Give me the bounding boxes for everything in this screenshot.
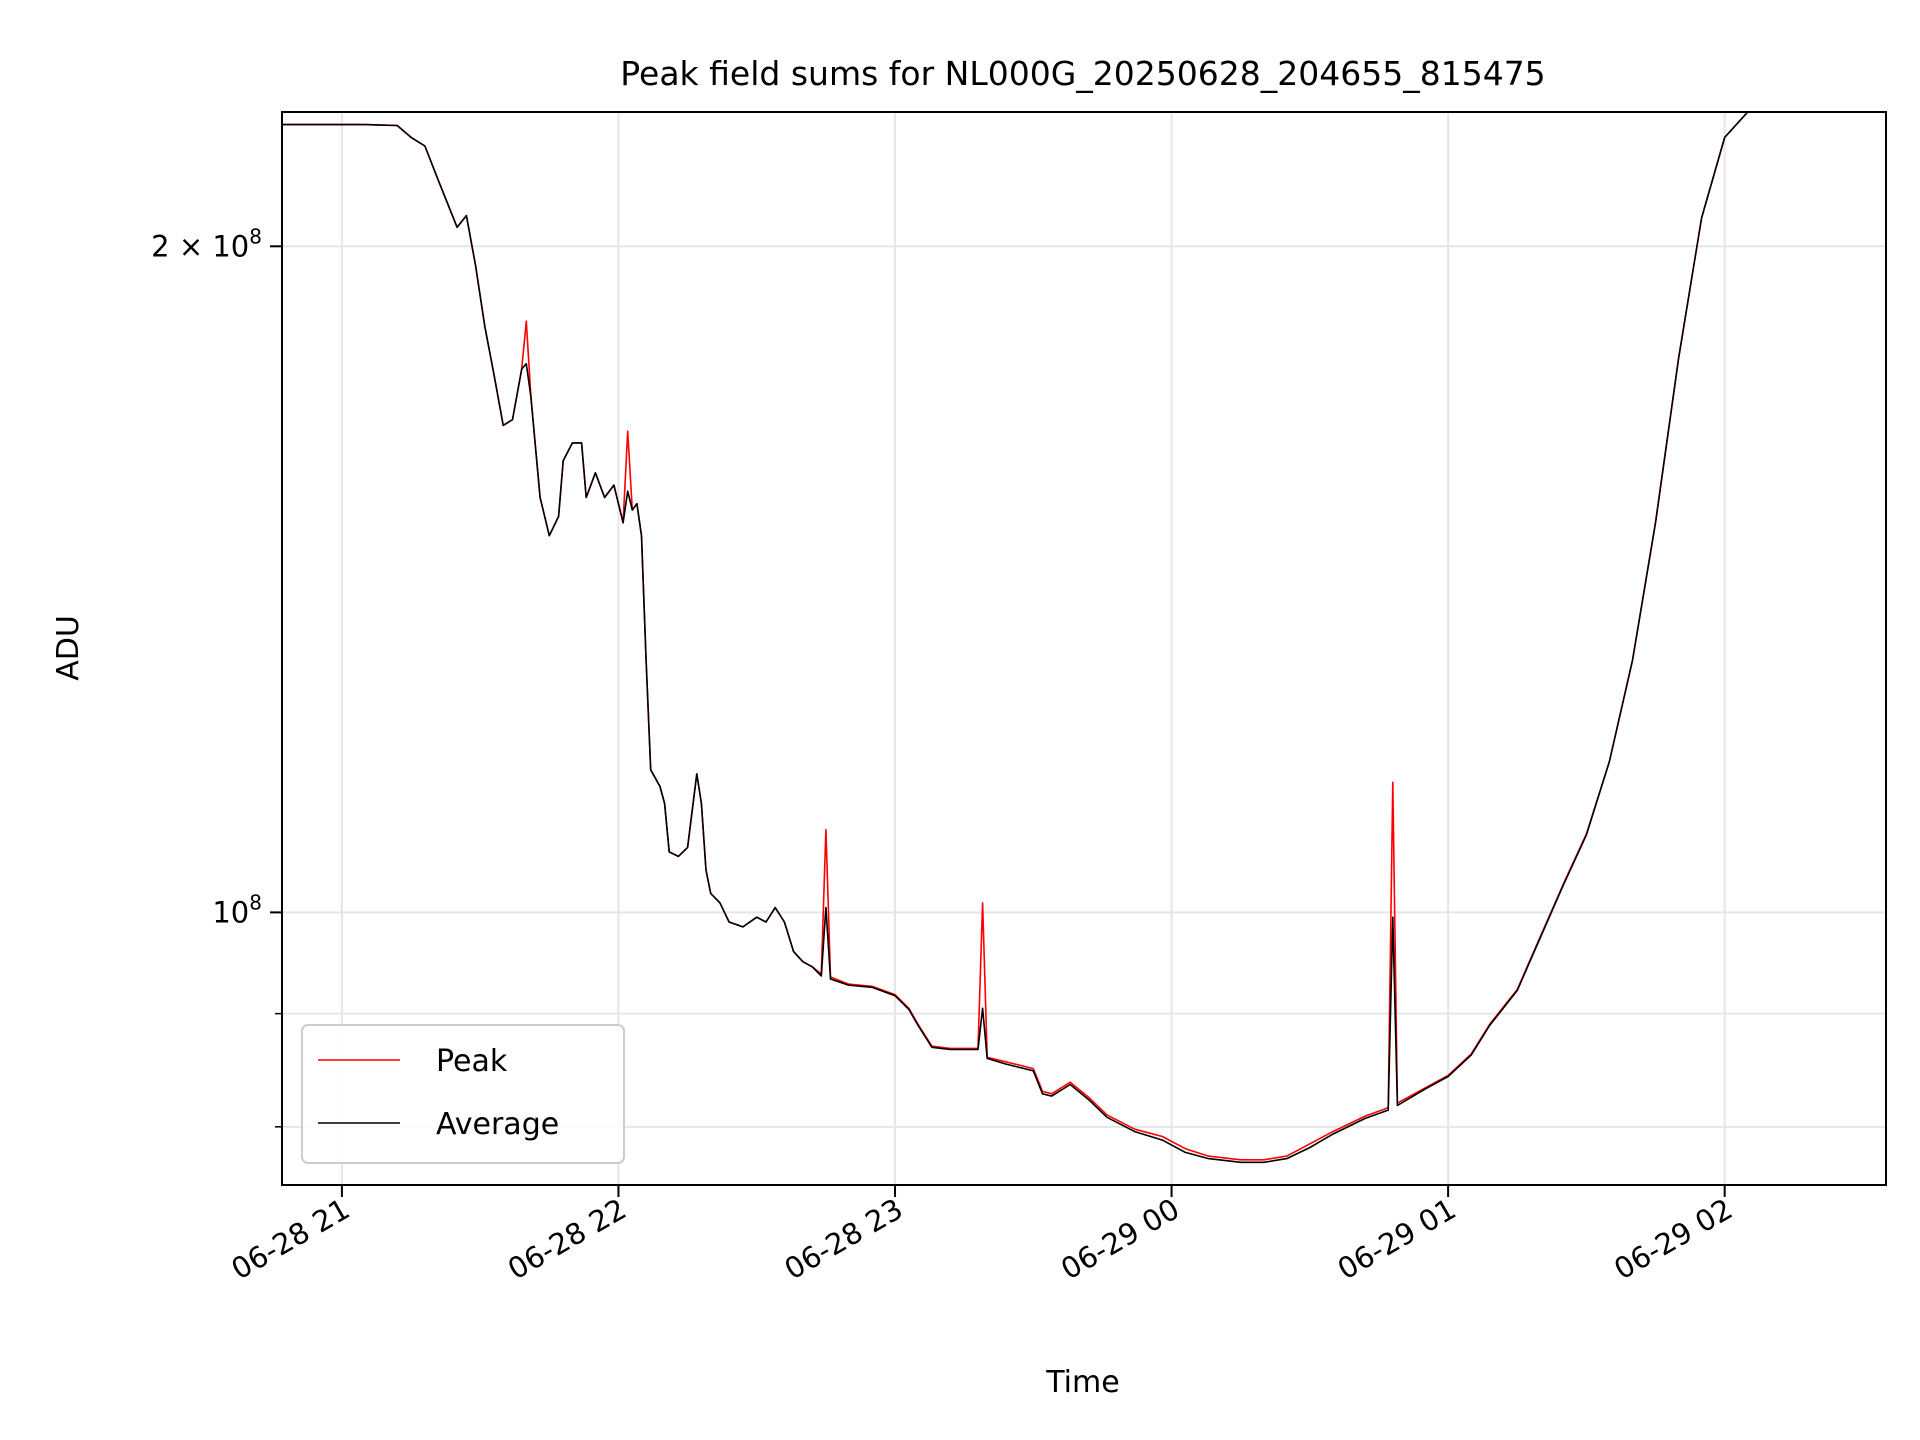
x-tick-label: 06-28 21 — [225, 1192, 355, 1287]
y-tick-label: 2 × 108 — [151, 224, 262, 263]
x-tick-label: 06-29 00 — [1055, 1192, 1185, 1287]
legend-average-label: Average — [436, 1107, 559, 1142]
plot-frame — [281, 111, 1887, 1186]
legend: Peak Average — [301, 1024, 625, 1164]
series-line-average — [282, 111, 1886, 1164]
series-line-peak — [282, 111, 1886, 1161]
x-tick-label: 06-28 23 — [779, 1192, 909, 1287]
x-tick-label: 06-29 01 — [1332, 1192, 1462, 1287]
series-layer — [282, 111, 1886, 1164]
y-tick-label: 108 — [212, 890, 262, 929]
grid — [282, 112, 1886, 1185]
chart-title: Peak field sums for NL000G_20250628_2046… — [620, 54, 1545, 93]
x-axis-label: Time — [1045, 1365, 1119, 1400]
x-tick-label: 06-28 22 — [502, 1192, 632, 1287]
legend-peak-label: Peak — [436, 1044, 508, 1079]
y-axis-label: ADU — [51, 615, 86, 681]
x-tick-label: 06-29 02 — [1608, 1192, 1738, 1287]
